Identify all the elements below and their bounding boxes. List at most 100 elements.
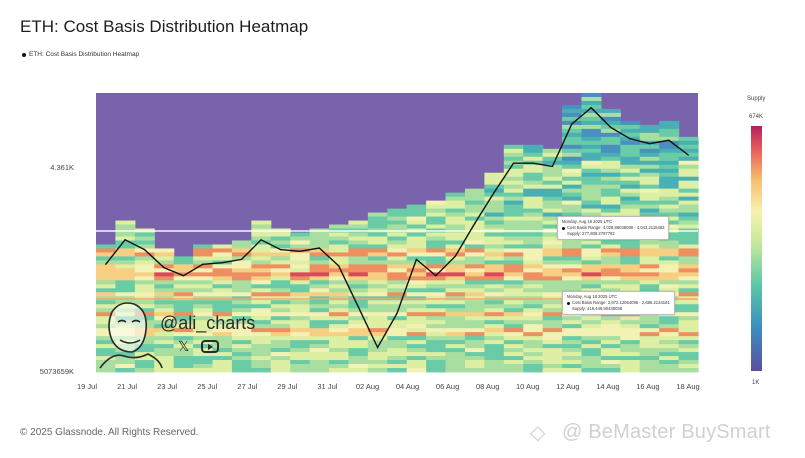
heatmap-cell [290, 244, 311, 249]
heatmap-cell [406, 212, 427, 217]
heatmap-cell [309, 268, 330, 273]
heatmap-cell [348, 236, 369, 241]
heatmap-cell [678, 304, 699, 309]
heatmap-cell [639, 148, 660, 154]
heatmap-cell [542, 292, 563, 297]
heatmap-cell [445, 356, 466, 361]
heatmap-cell [542, 348, 563, 353]
heatmap-cell [348, 324, 369, 329]
heatmap-cell [154, 316, 175, 321]
heatmap-cell [600, 320, 621, 325]
heatmap-cell [134, 232, 155, 237]
heatmap-cell [290, 360, 311, 365]
heatmap-cell [445, 224, 466, 229]
heatmap-cell [290, 336, 311, 341]
heatmap-cell [134, 340, 155, 345]
heatmap-cell [115, 356, 136, 361]
heatmap-cell [309, 316, 330, 321]
heatmap-cell [134, 324, 155, 329]
heatmap-cell [367, 300, 388, 305]
heatmap-cell [620, 168, 641, 174]
heatmap-cell [484, 332, 505, 337]
heatmap-cell [620, 204, 641, 209]
heatmap-cell [620, 368, 641, 373]
heatmap-cell [562, 368, 583, 373]
heatmap-cell [426, 236, 447, 241]
heatmap-cell [678, 268, 699, 273]
heatmap-cell [600, 168, 621, 174]
heatmap-cell [309, 240, 330, 245]
heatmap-cell [542, 268, 563, 273]
x-tick-label: 29 Jul [277, 382, 297, 391]
heatmap-cell [193, 292, 214, 297]
heatmap-cell [96, 360, 117, 365]
heatmap-cell [464, 344, 485, 349]
heatmap-cell [426, 328, 447, 333]
heatmap-cell [270, 308, 291, 313]
heatmap-cell [523, 320, 544, 325]
heatmap-cell [445, 284, 466, 289]
heatmap-cell [426, 284, 447, 289]
heatmap-cell [484, 256, 505, 261]
heatmap-cell [251, 364, 272, 369]
heatmap-cell [484, 312, 505, 317]
heatmap-cell [115, 328, 136, 333]
heatmap-cell [134, 284, 155, 289]
heatmap-cell [600, 240, 621, 245]
heatmap-cell [542, 232, 563, 237]
heatmap-cell [406, 264, 427, 269]
chart-legend[interactable]: ETH: Cost Basis Distribution Heatmap [22, 51, 139, 58]
heatmap-cell [620, 148, 641, 154]
heatmap-cell [251, 328, 272, 333]
heatmap-cell [620, 244, 641, 249]
heatmap-cell [329, 284, 350, 289]
heatmap-cell [464, 248, 485, 253]
heatmap-cell [542, 184, 563, 190]
heatmap-cell [445, 276, 466, 281]
heatmap-cell [464, 336, 485, 341]
heatmap-cell [426, 316, 447, 321]
heatmap-cell [290, 332, 311, 337]
heatmap-cell [329, 324, 350, 329]
heatmap-cell [503, 196, 524, 202]
heatmap-cell [464, 260, 485, 265]
heatmap-cell [134, 268, 155, 273]
heatmap-cell [600, 348, 621, 353]
heatmap-cell [600, 212, 621, 217]
heatmap-cell [562, 136, 583, 142]
heatmap-cell [484, 280, 505, 285]
heatmap-cell [348, 328, 369, 333]
heatmap-cell [620, 332, 641, 337]
heatmap-cell [542, 364, 563, 369]
heatmap-cell [659, 136, 680, 142]
heatmap-cell [523, 208, 544, 213]
heatmap-cell [445, 328, 466, 333]
heatmap-cell [231, 272, 252, 277]
heatmap-cell [309, 348, 330, 353]
heatmap-cell [348, 288, 369, 293]
heatmap-cell [542, 236, 563, 241]
heatmap-cell [426, 364, 447, 369]
heatmap-cell [464, 208, 485, 213]
heatmap-cell [581, 332, 602, 337]
heatmap-cell [600, 152, 621, 158]
heatmap-cell [426, 336, 447, 341]
heatmap-cell [503, 280, 524, 285]
heatmap-cell [678, 336, 699, 341]
heatmap-cell [251, 288, 272, 293]
heatmap-cell [484, 200, 505, 205]
price-point [454, 255, 456, 257]
heatmap-cell [251, 272, 272, 277]
heatmap-cell [387, 232, 408, 237]
heatmap-cell [406, 348, 427, 353]
heatmap-cell [406, 256, 427, 261]
heatmap-cell [387, 336, 408, 341]
heatmap-cell [154, 352, 175, 357]
heatmap-cell [678, 292, 699, 297]
heatmap-cell [600, 144, 621, 150]
heatmap-cell [115, 316, 136, 321]
heatmap-cell [445, 236, 466, 241]
heatmap-cell [387, 264, 408, 269]
heatmap-cell [600, 336, 621, 341]
